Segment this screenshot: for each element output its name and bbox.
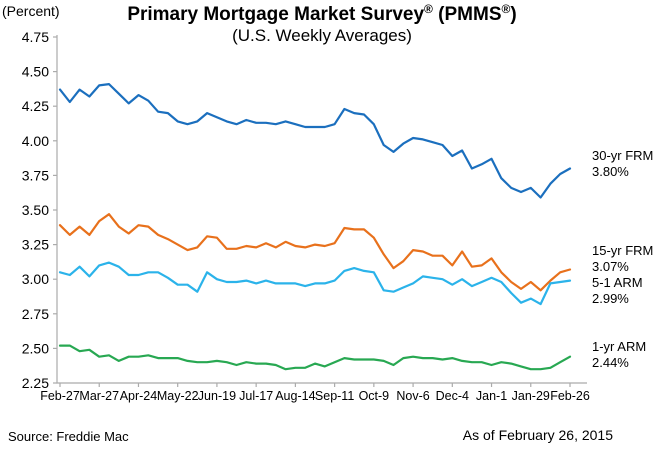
- series-final-value-15-yr-frm: 3.07%: [592, 259, 629, 274]
- x-tick-label: Jan-1: [476, 389, 507, 403]
- y-tick-label: 4.25: [22, 98, 49, 114]
- source-label: Source: Freddie Mac: [8, 429, 129, 444]
- x-tick-label: Jul-17: [239, 389, 273, 403]
- x-tick-label: Aug-14: [275, 389, 315, 403]
- series-line-1-yr-arm: [58, 344, 572, 371]
- y-tick-label: 3.00: [22, 271, 49, 287]
- series-line-15-yr-frm: [58, 213, 572, 292]
- x-tick-label: Oct-9: [359, 389, 390, 403]
- chart-title-text2: (PMMS: [432, 4, 502, 25]
- y-axis-unit-label: (Percent): [2, 3, 60, 19]
- x-tick-label: Jun-19: [198, 389, 236, 403]
- chart-title-text3: ): [510, 4, 517, 25]
- chart-title: Primary Mortgage Market Survey® (PMMS®): [57, 2, 587, 26]
- chart-subtitle: (U.S. Weekly Averages): [232, 26, 412, 45]
- y-tick-label: 3.50: [22, 202, 49, 218]
- series-label-5-1-arm: 5-1 ARM 2.99%: [592, 275, 643, 307]
- x-tick-label: Jan-29: [512, 389, 550, 403]
- chart-title-text: Primary Mortgage Market Survey: [127, 4, 425, 25]
- series-label-15-yr-frm: 15-yr FRM 3.07%: [592, 243, 653, 275]
- registered-mark-icon: ®: [501, 2, 511, 16]
- y-tick-label: 2.25: [22, 375, 49, 391]
- series-name-1-yr-arm: 1-yr ARM: [592, 339, 647, 354]
- series-name-30-yr-frm: 30-yr FRM: [592, 148, 654, 163]
- y-tick-label: 4.50: [22, 64, 49, 80]
- series-name-5-1-arm: 5-1 ARM: [592, 275, 643, 290]
- x-tick-label: Sep-11: [315, 389, 354, 403]
- series-final-value-1-yr-arm: 2.44%: [592, 355, 629, 370]
- y-tick-label: 2.75: [22, 306, 49, 322]
- x-tick-label: Feb-27: [40, 389, 80, 403]
- series-line-30-yr-frm: [58, 82, 572, 199]
- y-tick-label: 3.25: [22, 237, 49, 253]
- y-tick-label: 2.50: [22, 340, 49, 356]
- series-line-5-1-arm: [58, 261, 572, 306]
- x-tick-label: May-22: [157, 389, 199, 403]
- axis-lines: [56, 35, 587, 384]
- x-tick-label: Apr-24: [120, 389, 158, 403]
- series-final-value-30-yr-frm: 3.80%: [592, 164, 629, 179]
- x-tick-label: Feb-26: [550, 389, 590, 403]
- as-of-date-label: As of February 26, 2015: [462, 427, 613, 443]
- series-label-1-yr-arm: 1-yr ARM 2.44%: [592, 339, 646, 371]
- x-tick-label: Nov-6: [396, 389, 429, 403]
- series-name-15-yr-frm: 15-yr FRM: [592, 243, 654, 258]
- series-final-value-5-1-arm: 2.99%: [592, 291, 629, 306]
- y-tick-label: 4.00: [22, 133, 49, 149]
- x-tick-label: Dec-4: [436, 389, 469, 403]
- series-label-30-yr-frm: 30-yr FRM 3.80%: [592, 148, 653, 180]
- registered-mark-icon: ®: [424, 2, 433, 16]
- x-tick-label: Mar-27: [79, 389, 119, 403]
- chart-header: Primary Mortgage Market Survey® (PMMS®) …: [57, 2, 587, 46]
- y-tick-label: 3.75: [22, 167, 49, 183]
- y-tick-label: 4.75: [22, 29, 49, 45]
